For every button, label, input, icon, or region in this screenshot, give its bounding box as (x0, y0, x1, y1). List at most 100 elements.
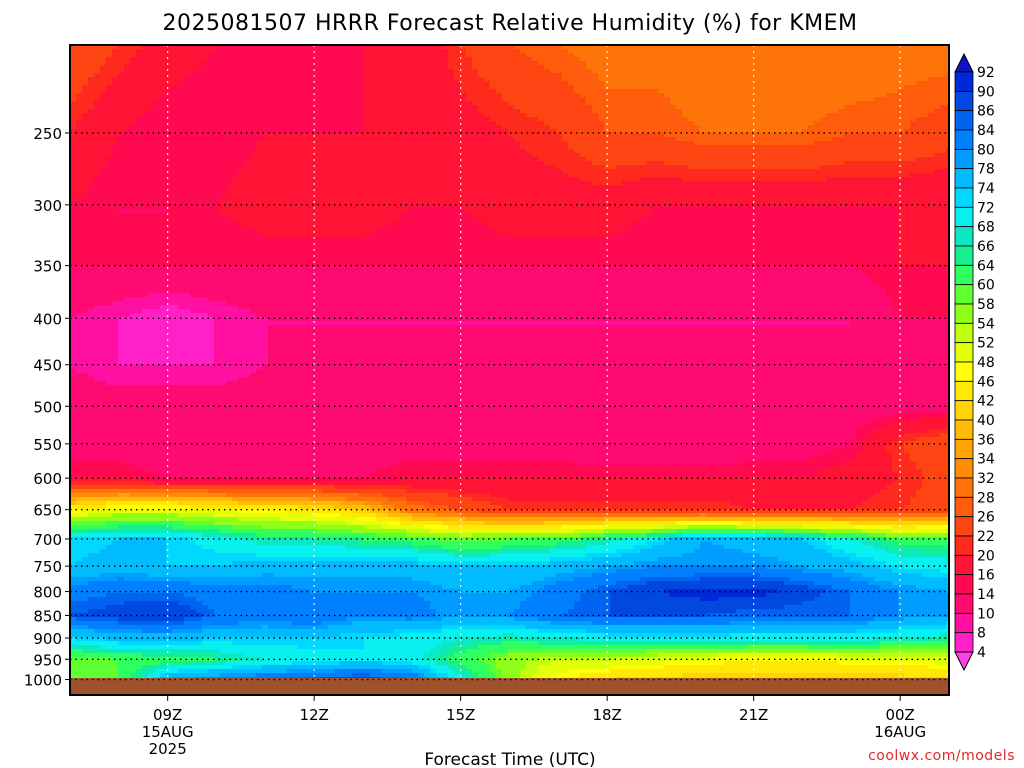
rh-cell (82, 61, 89, 66)
rh-cell (496, 85, 503, 90)
rh-cell (76, 105, 83, 110)
rh-cell (76, 73, 83, 78)
rh-cell (214, 53, 221, 58)
rh-cell (412, 49, 419, 54)
rh-cell (886, 161, 893, 166)
rh-cell (280, 97, 287, 102)
rh-cell (652, 85, 659, 90)
rh-cell (370, 165, 377, 170)
rh-cell (904, 53, 911, 58)
rh-cell (832, 53, 839, 58)
rh-cell (112, 57, 119, 62)
rh-cell (478, 61, 485, 66)
rh-cell (670, 93, 677, 98)
rh-cell (220, 161, 227, 166)
rh-cell (406, 69, 413, 74)
rh-cell (424, 69, 431, 74)
rh-cell (94, 133, 101, 138)
rh-cell (304, 177, 311, 182)
rh-cell (928, 153, 935, 158)
rh-cell (826, 97, 833, 102)
rh-cell (268, 105, 275, 110)
rh-cell (256, 85, 263, 90)
rh-cell (808, 65, 815, 70)
rh-cell (706, 165, 713, 170)
rh-cell (298, 137, 305, 142)
rh-cell (178, 65, 185, 70)
rh-cell (190, 153, 197, 158)
rh-cell (826, 157, 833, 162)
rh-cell (808, 81, 815, 86)
rh-cell (670, 173, 677, 178)
rh-cell (76, 149, 83, 154)
rh-cell (184, 137, 191, 142)
rh-cell (262, 161, 269, 166)
rh-cell (286, 49, 293, 54)
rh-cell (220, 61, 227, 66)
rh-cell (454, 97, 461, 102)
rh-cell (298, 81, 305, 86)
rh-cell (160, 169, 167, 174)
rh-cell (820, 145, 827, 150)
rh-cell (178, 57, 185, 62)
rh-cell (196, 105, 203, 110)
rh-cell (802, 121, 809, 126)
rh-cell (238, 125, 245, 130)
rh-cell (358, 101, 365, 106)
rh-cell (208, 81, 215, 86)
rh-cell (694, 77, 701, 82)
rh-cell (940, 81, 947, 86)
rh-cell (694, 177, 701, 182)
rh-cell (124, 125, 131, 130)
rh-cell (664, 137, 671, 142)
rh-cell (262, 101, 269, 106)
rh-cell (676, 49, 683, 54)
rh-cell (214, 97, 221, 102)
rh-cell (856, 69, 863, 74)
rh-cell (346, 113, 353, 118)
rh-cell (238, 145, 245, 150)
rh-cell (850, 61, 857, 66)
rh-cell (382, 105, 389, 110)
rh-cell (508, 173, 515, 178)
rh-cell (394, 113, 401, 118)
rh-cell (742, 117, 749, 122)
rh-cell (334, 133, 341, 138)
rh-cell (136, 69, 143, 74)
rh-cell (820, 157, 827, 162)
rh-cell (280, 65, 287, 70)
rh-cell (364, 73, 371, 78)
rh-cell (472, 121, 479, 126)
rh-cell (430, 97, 437, 102)
rh-cell (640, 113, 647, 118)
rh-cell (496, 61, 503, 66)
rh-cell (808, 121, 815, 126)
rh-cell (718, 141, 725, 146)
rh-cell (760, 117, 767, 122)
rh-cell (346, 57, 353, 62)
rh-cell (838, 173, 845, 178)
rh-cell (112, 133, 119, 138)
rh-cell (874, 133, 881, 138)
rh-cell (232, 153, 239, 158)
rh-cell (850, 57, 857, 62)
rh-cell (832, 161, 839, 166)
rh-cell (154, 65, 161, 70)
rh-cell (622, 153, 629, 158)
rh-cell (442, 145, 449, 150)
rh-cell (610, 77, 617, 82)
rh-cell (424, 61, 431, 66)
rh-cell (550, 173, 557, 178)
rh-cell (718, 101, 725, 106)
rh-cell (100, 85, 107, 90)
rh-cell (148, 109, 155, 114)
rh-cell (916, 137, 923, 142)
rh-cell (334, 77, 341, 82)
rh-cell (820, 133, 827, 138)
rh-cell (892, 169, 899, 174)
rh-cell (388, 133, 395, 138)
rh-cell (370, 141, 377, 146)
rh-cell (340, 161, 347, 166)
rh-cell (484, 89, 491, 94)
rh-cell (130, 89, 137, 94)
